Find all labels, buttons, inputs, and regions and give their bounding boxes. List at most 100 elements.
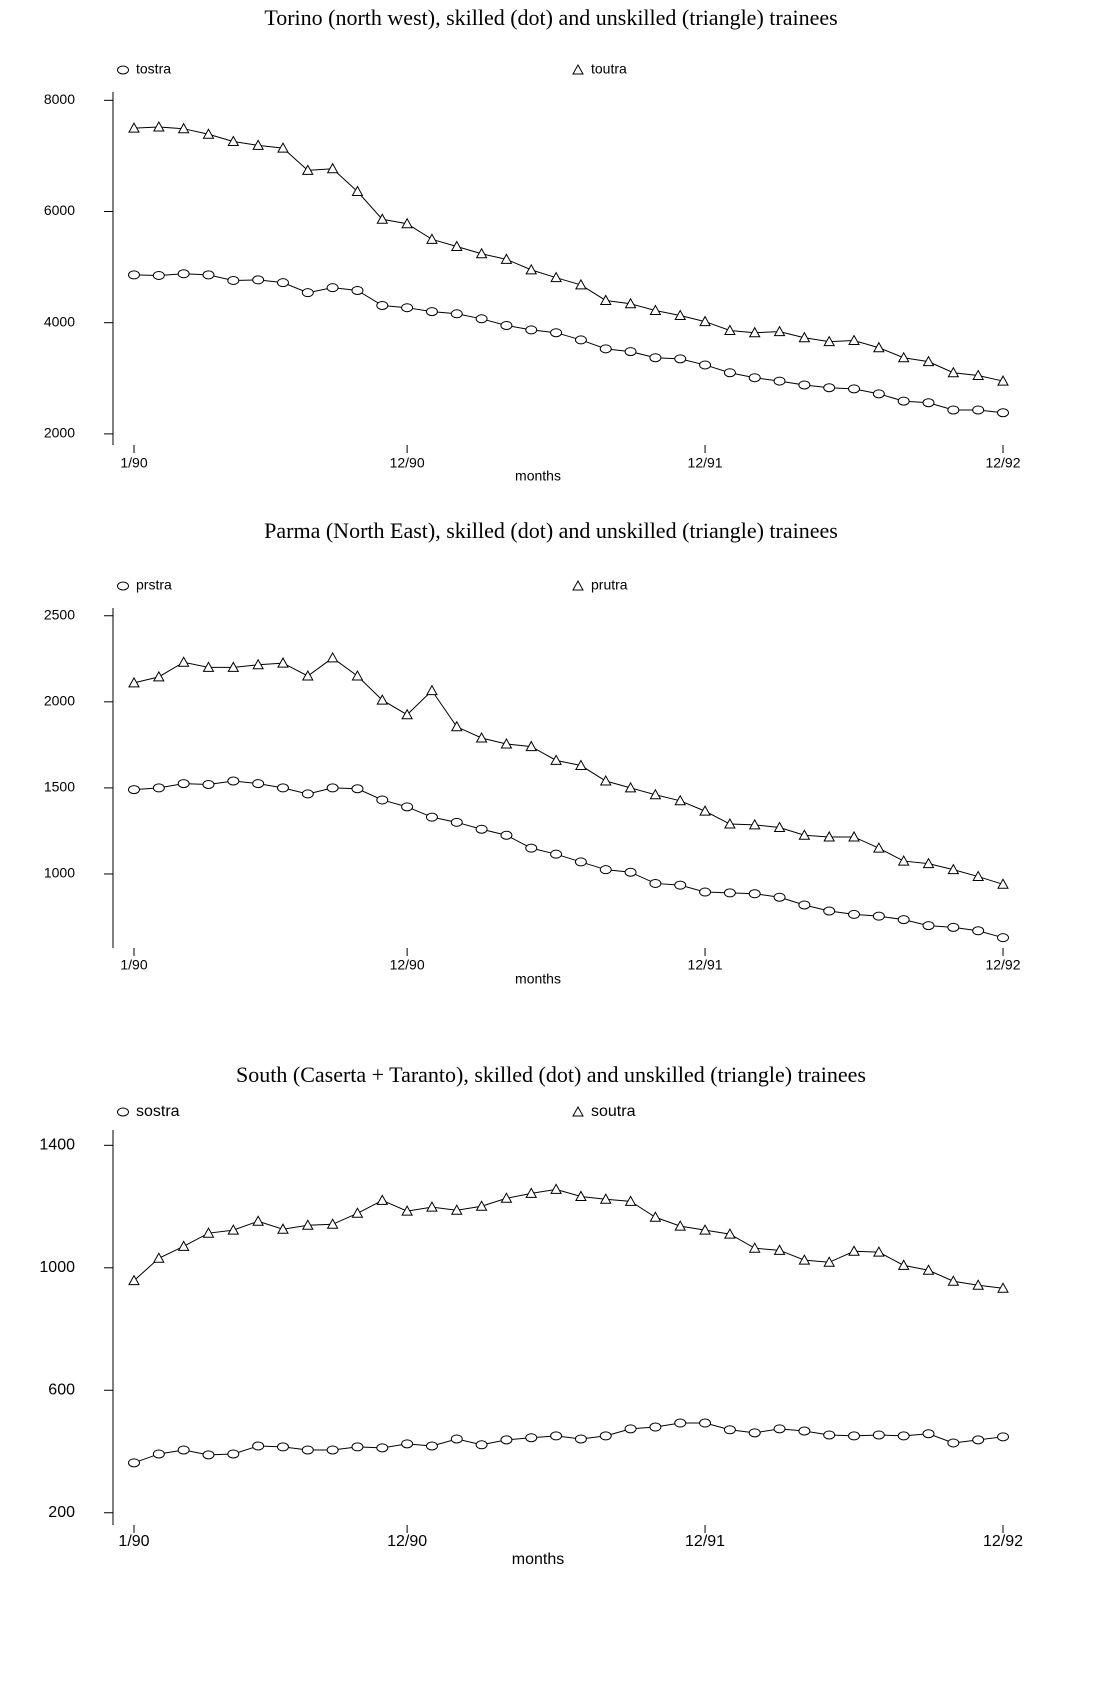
data-point (947, 405, 960, 415)
y-tick-label: 2000 (44, 425, 75, 441)
data-point (897, 1259, 910, 1270)
data-point (599, 294, 612, 305)
data-point (972, 926, 985, 936)
data-point (152, 1449, 165, 1459)
data-point (152, 270, 165, 280)
data-point (748, 1242, 761, 1253)
data-point (823, 1430, 836, 1440)
data-point (128, 1274, 140, 1286)
legend-label: tostra (136, 61, 171, 77)
data-point (426, 233, 438, 244)
data-point (823, 830, 836, 842)
data-point (177, 1445, 190, 1455)
data-point (525, 843, 538, 853)
data-point (550, 1431, 563, 1441)
data-point (748, 1428, 761, 1438)
data-point (425, 1441, 438, 1451)
data-point (376, 1443, 389, 1453)
data-point (351, 1442, 364, 1452)
data-point (475, 731, 488, 743)
data-point (326, 1218, 339, 1229)
data-point (624, 347, 637, 357)
data-point (475, 247, 488, 259)
data-point (475, 314, 488, 324)
data-point (873, 1246, 885, 1257)
data-point (351, 285, 364, 295)
data-point (674, 309, 687, 320)
data-point (699, 1224, 711, 1235)
legend-label: toutra (591, 61, 627, 77)
data-point (277, 657, 289, 668)
x-tick-label: 12/91 (688, 455, 723, 471)
data-point (276, 1442, 289, 1452)
chart-title: Parma (North East), skilled (dot) and un… (264, 518, 838, 543)
data-point (599, 774, 612, 786)
data-point (848, 1431, 861, 1441)
data-point (525, 1433, 538, 1443)
x-tick-label: 1/90 (120, 957, 147, 973)
data-point (550, 271, 562, 283)
data-point (674, 354, 687, 364)
data-point (177, 779, 190, 789)
data-point (699, 887, 712, 897)
data-point (574, 1434, 587, 1444)
data-point (500, 737, 513, 749)
data-point (301, 789, 314, 799)
data-point (599, 344, 612, 354)
data-point (450, 1204, 463, 1215)
series-line (133, 780, 1004, 939)
x-tick-label: 1/90 (120, 455, 147, 471)
data-point (997, 1432, 1009, 1442)
legend-label: soutra (591, 1103, 636, 1120)
data-point (575, 278, 587, 290)
chart-title: Torino (north west), skilled (dot) and u… (264, 5, 837, 30)
data-point (773, 376, 786, 386)
data-point (848, 384, 861, 394)
data-point (276, 783, 289, 793)
series-line (133, 657, 1004, 885)
data-point (227, 1224, 240, 1235)
data-point (152, 783, 165, 793)
data-point (202, 779, 215, 789)
data-point (351, 669, 364, 681)
data-point (326, 1445, 339, 1455)
data-point (326, 283, 339, 293)
data-point (376, 300, 389, 310)
y-tick-label: 1000 (44, 865, 75, 881)
data-point (351, 784, 364, 794)
data-point (500, 1435, 513, 1445)
y-tick-label: 1000 (39, 1259, 75, 1276)
y-tick-label: 2000 (44, 693, 75, 709)
data-point (823, 335, 836, 347)
data-point (202, 1450, 215, 1460)
series-line (133, 126, 1004, 382)
data-point (773, 1244, 786, 1255)
legend-symbol (572, 63, 584, 75)
data-point (897, 351, 910, 363)
data-point (252, 779, 265, 789)
data-point (997, 878, 1009, 889)
data-point (848, 830, 860, 842)
x-tick-label: 12/90 (390, 455, 425, 471)
data-point (426, 684, 438, 696)
data-point (897, 915, 910, 925)
data-point (972, 405, 985, 415)
data-point (624, 867, 637, 877)
series-line (133, 1188, 1004, 1289)
data-point (897, 396, 910, 406)
data-point (450, 720, 463, 732)
data-point (724, 324, 736, 335)
data-point (649, 304, 662, 315)
data-point (301, 164, 314, 175)
legend-label: prstra (136, 577, 172, 593)
data-point (252, 658, 264, 670)
data-point (798, 331, 811, 343)
x-axis-label: months (515, 468, 561, 484)
data-point (450, 817, 463, 827)
data-point (798, 900, 811, 910)
data-point (202, 1227, 215, 1238)
data-point (202, 270, 215, 280)
data-point (227, 135, 240, 146)
data-point (947, 1275, 960, 1286)
data-point (550, 328, 563, 338)
